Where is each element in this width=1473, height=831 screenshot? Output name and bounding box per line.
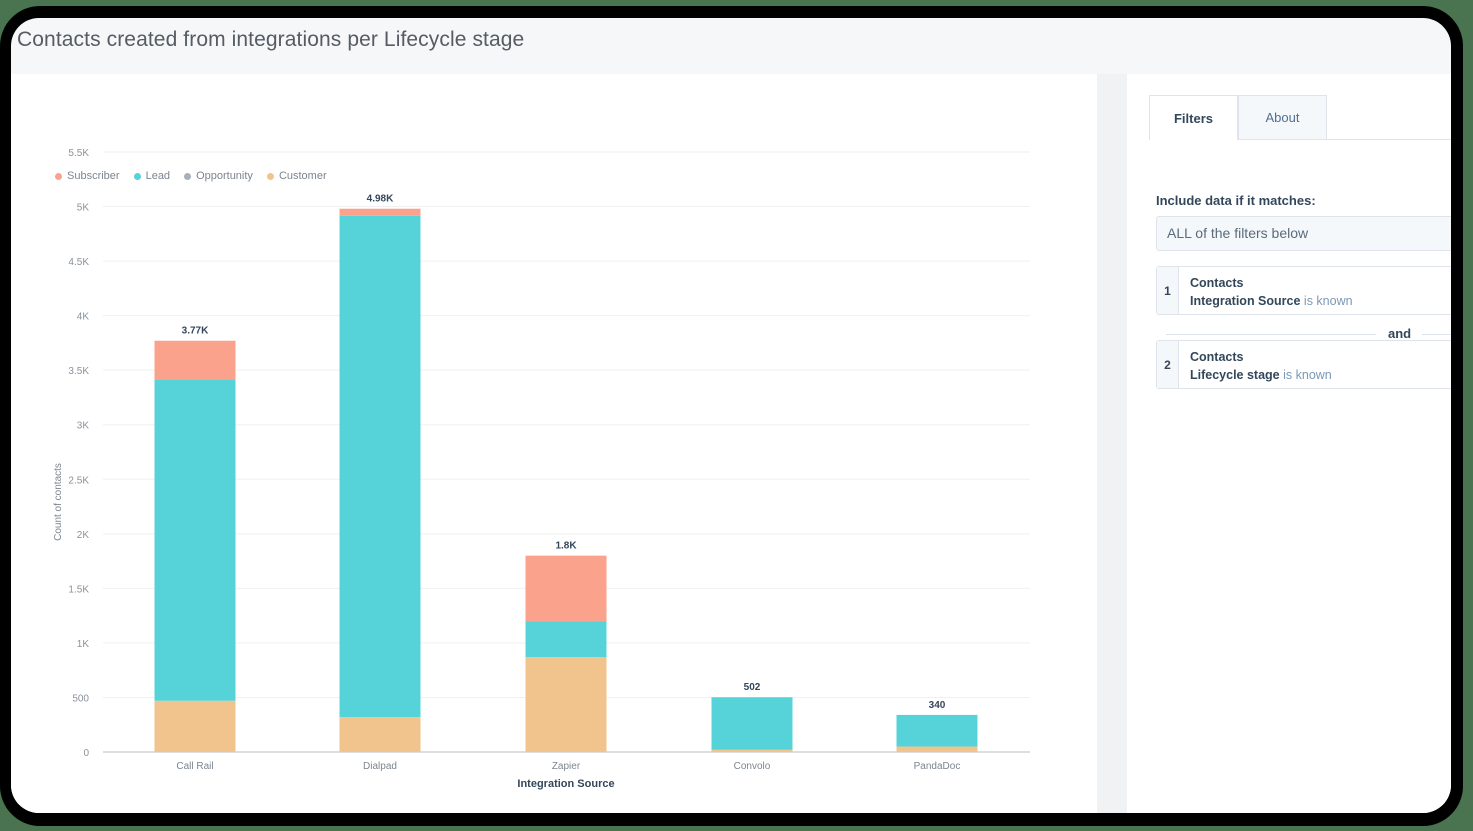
legend-dot-icon xyxy=(184,172,192,180)
legend-label: Opportunity xyxy=(196,170,253,182)
x-tick-label: Zapier xyxy=(552,761,581,772)
bar-segment-customer[interactable] xyxy=(711,749,793,752)
y-tick-label: 5.5K xyxy=(68,148,89,159)
y-tick-label: 3K xyxy=(77,421,90,432)
y-tick-label: 500 xyxy=(72,693,89,704)
y-tick-label: 1.5K xyxy=(68,584,89,595)
panel-tabs: Filters About xyxy=(1149,95,1327,140)
filter-property: Lifecycle stage xyxy=(1190,368,1280,382)
bar-segment-lead[interactable] xyxy=(896,714,978,747)
include-data-label: Include data if it matches: xyxy=(1156,193,1316,208)
bar-segment-customer[interactable] xyxy=(896,746,978,752)
filter-property: Integration Source xyxy=(1190,294,1301,308)
bar-total-label: 3.77K xyxy=(182,326,209,337)
chart-legend: Subscriber Lead Opportunity Customer xyxy=(55,170,327,182)
bar-segment-subscriber[interactable] xyxy=(154,340,236,380)
filter-body: Contacts Integration Source is known xyxy=(1179,267,1364,314)
filter-card-1[interactable]: 1 Contacts Integration Source is known xyxy=(1156,266,1451,315)
panel-divider xyxy=(1097,74,1127,813)
legend-label: Lead xyxy=(145,170,171,182)
tab-underline xyxy=(1327,139,1451,140)
y-tick-label: 4K xyxy=(77,312,90,323)
legend-item-lead[interactable]: Lead xyxy=(133,170,171,182)
bar-segment-lead[interactable] xyxy=(339,215,421,718)
filters-panel: Filters About Include data if it matches… xyxy=(1127,74,1451,813)
filter-conjunction: and xyxy=(1166,326,1451,342)
bar-segment-subscriber[interactable] xyxy=(525,555,607,622)
legend-dot-icon xyxy=(55,172,62,180)
bar-segment-customer[interactable] xyxy=(339,717,421,752)
bar-segment-lead[interactable] xyxy=(711,697,793,750)
page-title: Contacts created from integrations per L… xyxy=(17,28,525,51)
x-tick-label: PandaDoc xyxy=(914,761,961,772)
report-window: Contacts created from integrations per L… xyxy=(11,18,1451,813)
tab-about[interactable]: About xyxy=(1238,95,1327,140)
filter-card-2[interactable]: 2 Contacts Lifecycle stage is known xyxy=(1156,340,1451,389)
legend-item-subscriber[interactable]: Subscriber xyxy=(55,170,120,182)
filter-object: Contacts xyxy=(1190,350,1244,364)
bar-segment-lead[interactable] xyxy=(154,380,236,701)
filter-operator: is known xyxy=(1303,294,1353,308)
filter-number: 1 xyxy=(1157,267,1179,314)
x-tick-label: Convolo xyxy=(734,761,771,772)
legend-item-opportunity[interactable]: Opportunity xyxy=(184,170,253,182)
y-tick-label: 5K xyxy=(77,203,90,214)
conjunction-line xyxy=(1422,334,1451,335)
y-tick-label: 1K xyxy=(77,639,90,650)
legend-dot-icon xyxy=(266,172,274,180)
conjunction-label: and xyxy=(1388,326,1412,341)
match-type-select[interactable]: ALL of the filters below xyxy=(1156,216,1451,251)
legend-label: Customer xyxy=(278,170,327,182)
bar-segment-customer[interactable] xyxy=(525,657,607,752)
stacked-bar-chart: 0 500 1K 1.5K 2K 2.5K 3K 3.5K 4K 4.5K 5K 5.5K Count … xyxy=(53,148,1030,790)
legend-label: Subscriber xyxy=(67,170,120,182)
y-tick-label: 4.5K xyxy=(68,257,89,268)
legend-item-customer[interactable]: Customer xyxy=(266,170,327,182)
y-tick-label: 2K xyxy=(77,530,90,541)
bar-segment-customer[interactable] xyxy=(154,700,236,752)
y-tick-label: 0 xyxy=(83,748,89,759)
chart-card: Subscriber Lead Opportunity Customer 0 500 1K… xyxy=(11,74,1097,813)
bar-segment-subscriber[interactable] xyxy=(339,208,421,216)
x-axis-label: Integration Source xyxy=(517,778,614,790)
tab-filters[interactable]: Filters xyxy=(1149,95,1238,140)
filter-operator: is known xyxy=(1283,368,1332,382)
legend-dot-icon xyxy=(133,172,141,180)
bar-total-label: 1.8K xyxy=(555,541,577,552)
bar-segment-lead[interactable] xyxy=(525,621,607,658)
filter-object: Contacts xyxy=(1190,276,1244,290)
conjunction-line xyxy=(1166,334,1376,335)
filter-number: 2 xyxy=(1157,341,1179,388)
x-tick-label: Dialpad xyxy=(363,761,397,772)
bar-total-label: 340 xyxy=(929,700,946,711)
y-tick-label: 3.5K xyxy=(68,366,89,377)
y-tick-label: 2.5K xyxy=(68,475,89,486)
bar-total-label: 4.98K xyxy=(367,194,394,205)
y-axis-label: Count of contacts xyxy=(53,463,64,541)
bar-total-label: 502 xyxy=(744,682,761,693)
filter-body: Contacts Lifecycle stage is known xyxy=(1179,341,1343,388)
x-tick-label: Call Rail xyxy=(176,761,213,772)
